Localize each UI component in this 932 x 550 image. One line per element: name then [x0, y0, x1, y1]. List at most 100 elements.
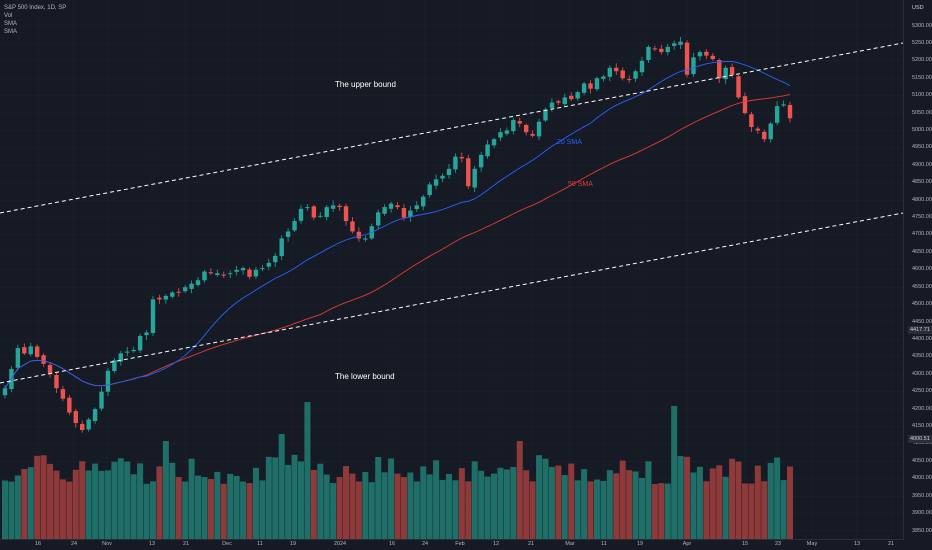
- volume-bar: [452, 480, 459, 539]
- volume-bar: [188, 458, 195, 539]
- volume-bar: [542, 458, 549, 539]
- volume-bar: [336, 477, 343, 539]
- candle-down: [755, 128, 761, 131]
- candle-up: [318, 215, 323, 217]
- volume-bar: [98, 470, 105, 539]
- volume-bar: [664, 483, 671, 539]
- upper-bound-line[interactable]: [0, 42, 904, 214]
- volume-bar: [433, 460, 440, 539]
- candle-down: [157, 297, 162, 300]
- volume-bar: [716, 465, 723, 539]
- candle-down: [684, 42, 690, 75]
- time-tick-label: 13: [853, 541, 861, 547]
- candle-up: [105, 370, 111, 392]
- price-tick-label: 5200.00: [912, 57, 932, 64]
- volume-bar: [195, 475, 202, 539]
- volume-bar: [304, 402, 311, 539]
- candle-up: [228, 273, 233, 275]
- volume-bar: [651, 483, 658, 539]
- candle-up: [260, 268, 265, 270]
- candle-up: [671, 43, 677, 46]
- volume-bar: [21, 469, 28, 539]
- volume-bar: [47, 463, 54, 539]
- candles: [2, 36, 793, 433]
- sma-50-line: [4, 93, 791, 389]
- volume-bar: [587, 481, 594, 539]
- candle-up: [723, 67, 728, 80]
- candle-up: [453, 156, 458, 170]
- lower-bound-line[interactable]: [0, 212, 904, 384]
- volume-bar: [497, 467, 504, 539]
- volume-bar: [117, 458, 124, 539]
- legend-volume[interactable]: Vol: [4, 13, 13, 19]
- candle-down: [22, 347, 27, 354]
- candle-up: [170, 292, 175, 297]
- volume-bar: [491, 473, 498, 539]
- candle-up: [446, 168, 452, 176]
- price-tick-label: 4900.00: [912, 161, 932, 168]
- candle-down: [729, 67, 735, 75]
- volume-bar: [787, 466, 793, 539]
- volume-bar: [130, 474, 137, 539]
- legend-sma-2[interactable]: SMA: [4, 29, 18, 35]
- candle-up: [601, 76, 606, 79]
- volume-bar: [735, 461, 742, 539]
- candle-down: [749, 114, 754, 127]
- volume-bar: [349, 473, 356, 539]
- volume-bar: [767, 462, 774, 539]
- volume-bar: [72, 469, 79, 539]
- price-tick-label: 5100.00: [912, 92, 932, 99]
- volume-bar: [503, 469, 510, 539]
- volume-bar: [2, 480, 8, 539]
- candle-up: [388, 203, 394, 209]
- time-tick-label: 11: [257, 541, 263, 547]
- candle-down: [67, 397, 72, 413]
- candle-up: [182, 287, 188, 292]
- time-tick-label: Feb: [455, 541, 465, 547]
- candle-up: [92, 409, 98, 421]
- time-tick-label: 24: [70, 541, 78, 547]
- sma-20-label: 20 SMA: [557, 139, 582, 146]
- volume-bar: [407, 472, 414, 539]
- volume-bar: [291, 454, 298, 539]
- volume-bar: [388, 458, 395, 539]
- volume-bar: [606, 470, 613, 539]
- volume-bar: [156, 466, 163, 539]
- candle-up: [285, 231, 291, 238]
- volume-bar: [137, 463, 144, 539]
- time-tick-label: 19: [636, 541, 644, 547]
- legend-symbol[interactable]: S&P 500 Index, 1D, SP: [4, 5, 67, 11]
- candle-up: [234, 269, 239, 272]
- volume-bar: [14, 475, 21, 539]
- volume-bar: [297, 461, 304, 539]
- candle-up: [511, 120, 516, 132]
- upper-bound-label: The upper bound: [335, 80, 396, 89]
- volume-bar: [182, 481, 189, 539]
- candle-up: [472, 168, 477, 188]
- price-tick-label: 3900.00: [912, 510, 932, 517]
- volume-bar: [761, 481, 768, 539]
- volume-bar: [754, 465, 761, 539]
- volume-bar: [445, 473, 452, 539]
- candle-down: [395, 205, 400, 208]
- volume-bar: [85, 470, 92, 539]
- currency-label[interactable]: USD: [912, 5, 924, 11]
- volume-bar: [703, 481, 710, 539]
- candle-up: [665, 46, 670, 53]
- candle-down: [736, 76, 741, 98]
- candle-up: [195, 280, 201, 285]
- volume-bar: [548, 466, 555, 539]
- volume-bar: [169, 462, 176, 539]
- volume-bar: [143, 483, 150, 539]
- candle-up: [491, 139, 497, 146]
- candle-up: [2, 388, 8, 396]
- volume-bar: [626, 470, 633, 539]
- legend-sma-1[interactable]: SMA: [4, 21, 18, 27]
- volume-bar: [696, 466, 703, 539]
- candle-up: [125, 351, 130, 353]
- candle-up: [594, 78, 600, 90]
- candle-up: [575, 92, 580, 99]
- price-tick-label: 5000.00: [912, 126, 932, 133]
- volume-bar: [310, 469, 317, 539]
